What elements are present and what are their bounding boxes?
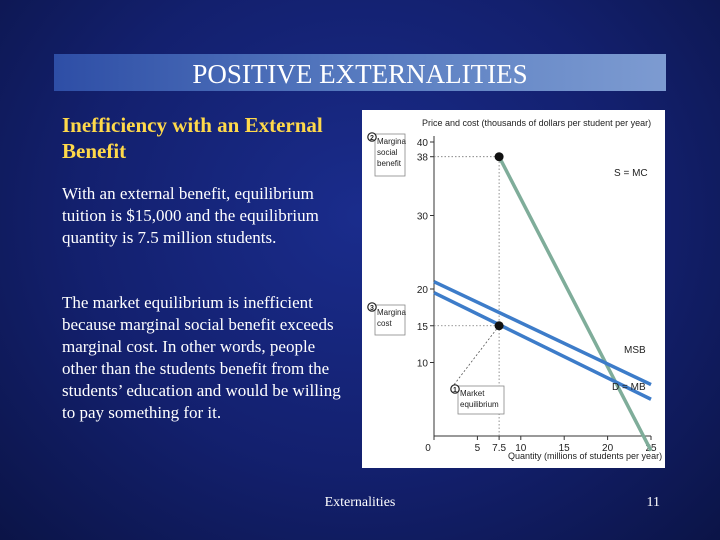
footer-title: Externalities: [324, 495, 396, 510]
y-tick-label-40: 40: [417, 138, 429, 149]
annotation-number-2: 2: [370, 135, 374, 142]
annotation-text-2-1: social: [377, 148, 398, 157]
annotation-number-1: 1: [453, 387, 457, 394]
annotation-box-1: [457, 385, 505, 415]
x-tick-label-5: 5: [475, 443, 481, 454]
annotation-marker-2: [367, 132, 377, 142]
paragraph-inefficiency: The market equilibrium is inefficient be…: [62, 293, 341, 422]
series-line-2: [433, 291, 652, 401]
chart-svg: Price and cost (thousands of dollars per…: [367, 118, 662, 461]
slide-title: POSITIVE EXTERNALITIES: [54, 54, 666, 91]
x-tick-label-20: 20: [602, 443, 614, 454]
annotation-text-3-1: cost: [377, 319, 392, 328]
x-tick-label-7.5: 7.5: [492, 443, 506, 454]
point-3: [494, 321, 504, 331]
x-tick-label-15: 15: [559, 443, 571, 454]
series-label-0: S = MC: [614, 168, 648, 179]
annotation-box-2: [374, 133, 406, 177]
y-tick-label-20: 20: [417, 285, 429, 296]
annotation-marker-3: [367, 302, 377, 312]
externality-chart: Price and cost (thousands of dollars per…: [362, 110, 665, 468]
annotation-text-1-1: equilibrium: [460, 400, 499, 409]
annotation-text-3-0: Margina: [377, 308, 406, 317]
page-number: 11: [646, 495, 660, 510]
series-line-1: [433, 280, 652, 387]
x-tick-label-0: 0: [425, 443, 431, 454]
annotation-marker-1: [450, 384, 460, 394]
annotation-number-3: 3: [370, 305, 374, 312]
x-axis-label: Quantity (millions of students per year): [508, 451, 662, 461]
y-tick-label-15: 15: [417, 322, 429, 333]
series-line-0: [497, 155, 653, 452]
y-tick-label-10: 10: [417, 359, 429, 370]
annotation-text-2-0: Margina: [377, 137, 406, 146]
slide-subtitle: Inefficiency with an External Benefit: [62, 113, 323, 163]
x-tick-label-10: 10: [515, 443, 527, 454]
annotation-box-3: [374, 304, 406, 336]
point-2: [494, 152, 504, 162]
series-label-2: D = MB: [612, 382, 646, 393]
paragraph-equilibrium: With an external benefit, equilibrium tu…: [62, 184, 319, 247]
series-label-1: MSB: [624, 345, 646, 356]
y-tick-label-38: 38: [417, 153, 429, 164]
y-axis-label: Price and cost (thousands of dollars per…: [422, 118, 651, 128]
equilibrium-pointer: [452, 325, 500, 387]
annotation-text-2-2: benefit: [377, 159, 402, 168]
y-tick-label-30: 30: [417, 212, 429, 223]
annotation-text-1-0: Market: [460, 389, 485, 398]
